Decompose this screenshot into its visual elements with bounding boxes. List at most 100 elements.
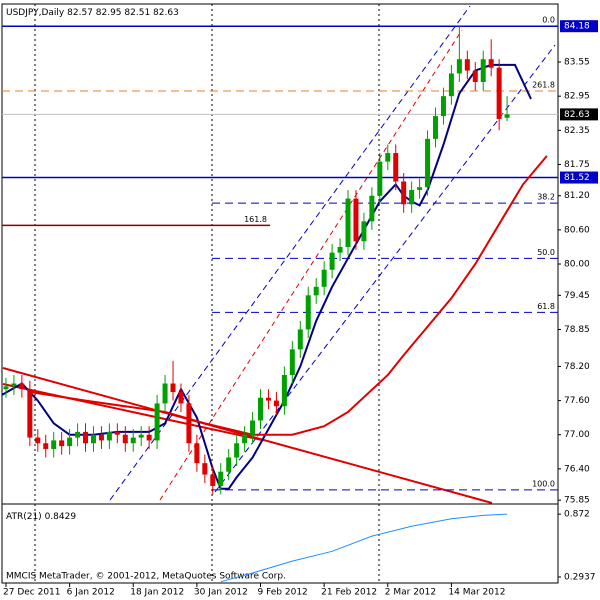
candle-body	[504, 114, 510, 118]
candle-body	[178, 392, 184, 404]
level-label: 100.0	[532, 479, 555, 488]
candle-body	[448, 73, 454, 97]
candle-body	[98, 434, 104, 441]
level-label: 0.0	[542, 16, 555, 25]
candle-body	[43, 443, 49, 449]
current-price-box	[560, 108, 598, 121]
x-tick-label: 14 Mar 2012	[448, 588, 505, 598]
channel-line	[214, 44, 556, 493]
price-box	[560, 20, 598, 33]
y-tick-label: 82.35	[564, 126, 590, 136]
candle-body	[385, 153, 391, 162]
candle-body	[3, 386, 9, 390]
candle-body	[138, 434, 144, 438]
candle-body	[226, 457, 232, 472]
candle-body	[417, 187, 423, 191]
candle-body	[106, 431, 112, 441]
candle-body	[130, 437, 136, 444]
candle-body	[35, 437, 41, 444]
atr-line	[220, 513, 508, 583]
candle-body	[353, 198, 359, 242]
candle-body	[321, 269, 327, 287]
level-label: 161.8	[244, 215, 267, 224]
candle-body	[202, 463, 208, 475]
y-tick-label: 81.20	[564, 191, 590, 201]
candle-body	[409, 190, 415, 205]
y-tick-label: 75.85	[564, 496, 590, 506]
candle-body	[11, 383, 17, 387]
candle-body	[210, 474, 216, 486]
x-tick-label: 2 Mar 2012	[385, 588, 436, 598]
candle-body	[281, 374, 287, 407]
trendline	[2, 367, 493, 504]
candle-body	[401, 181, 407, 205]
candle-body	[480, 59, 486, 82]
channel-midline	[159, 29, 463, 501]
candle-body	[369, 195, 375, 222]
level-label: 38.2	[537, 193, 555, 202]
x-tick-label: 6 Jan 2012	[67, 588, 115, 598]
candle-body	[313, 286, 319, 296]
candle-body	[464, 59, 470, 71]
level-label: 61.8	[537, 302, 555, 311]
candle-body	[265, 397, 271, 401]
x-tick-label: 27 Dec 2011	[3, 588, 61, 598]
candle-body	[250, 420, 256, 435]
y-tick-label: 81.75	[564, 160, 590, 170]
y-tick-label: 0.2937	[564, 572, 596, 582]
candle-body	[472, 70, 478, 82]
candle-body	[186, 403, 192, 444]
candle-body	[27, 389, 33, 438]
candle-body	[75, 431, 81, 438]
candle-body	[83, 431, 89, 444]
candle-body	[337, 246, 343, 253]
candle-body	[258, 397, 264, 421]
x-tick-label: 18 Jan 2012	[130, 588, 184, 598]
candle-body	[345, 198, 351, 247]
level-label: 261.8	[532, 81, 555, 90]
atr-title: ATR(21) 0.8429	[6, 512, 76, 522]
candle-body	[90, 434, 96, 444]
candle-body	[440, 96, 446, 117]
y-tick-label: 77.60	[564, 396, 590, 406]
level-label: 50.0	[537, 248, 555, 257]
candle-body	[234, 443, 240, 458]
footer: MMCIS MetaTrader, © 2001-2012, MetaQuote…	[6, 572, 286, 582]
y-tick-label: 82.95	[564, 92, 590, 102]
candle-body	[456, 59, 462, 74]
chart-header: USDJPY,Daily 82.57 82.95 82.51 82.63	[6, 8, 179, 18]
candle-body	[146, 434, 152, 441]
y-tick-label: 78.85	[564, 325, 590, 335]
y-tick-label: 80.60	[564, 225, 590, 235]
current-price-label: 82.63	[564, 110, 590, 120]
x-tick-label: 30 Jan 2012	[194, 588, 248, 598]
candle-body	[393, 153, 399, 182]
candle-body	[194, 443, 200, 464]
x-tick-label: 9 Feb 2012	[258, 588, 308, 598]
y-tick-label: 78.20	[564, 362, 590, 372]
candle-body	[361, 221, 367, 242]
candle-body	[329, 252, 335, 270]
candle-body	[242, 434, 248, 444]
candle-body	[297, 329, 303, 350]
candle-body	[19, 383, 25, 390]
y-tick-label: 83.55	[564, 58, 590, 68]
candle-body	[51, 440, 57, 449]
price-box-label: 84.18	[564, 22, 590, 32]
candle-body	[67, 437, 73, 447]
y-tick-label: 79.45	[564, 291, 590, 301]
y-tick-label: 0.872	[564, 510, 590, 520]
chart-frame	[1, 3, 559, 584]
channel-line	[109, 5, 471, 501]
y-tick-label: 77.00	[564, 430, 590, 440]
x-tick-label: 21 Feb 2012	[321, 588, 377, 598]
candle-body	[377, 161, 383, 196]
candle-body	[273, 400, 279, 407]
y-tick-label: 76.40	[564, 464, 590, 474]
candle-body	[305, 295, 311, 330]
candle-body	[425, 138, 431, 188]
candle-body	[170, 383, 176, 393]
candle-body	[114, 431, 120, 435]
trendline	[2, 383, 263, 441]
